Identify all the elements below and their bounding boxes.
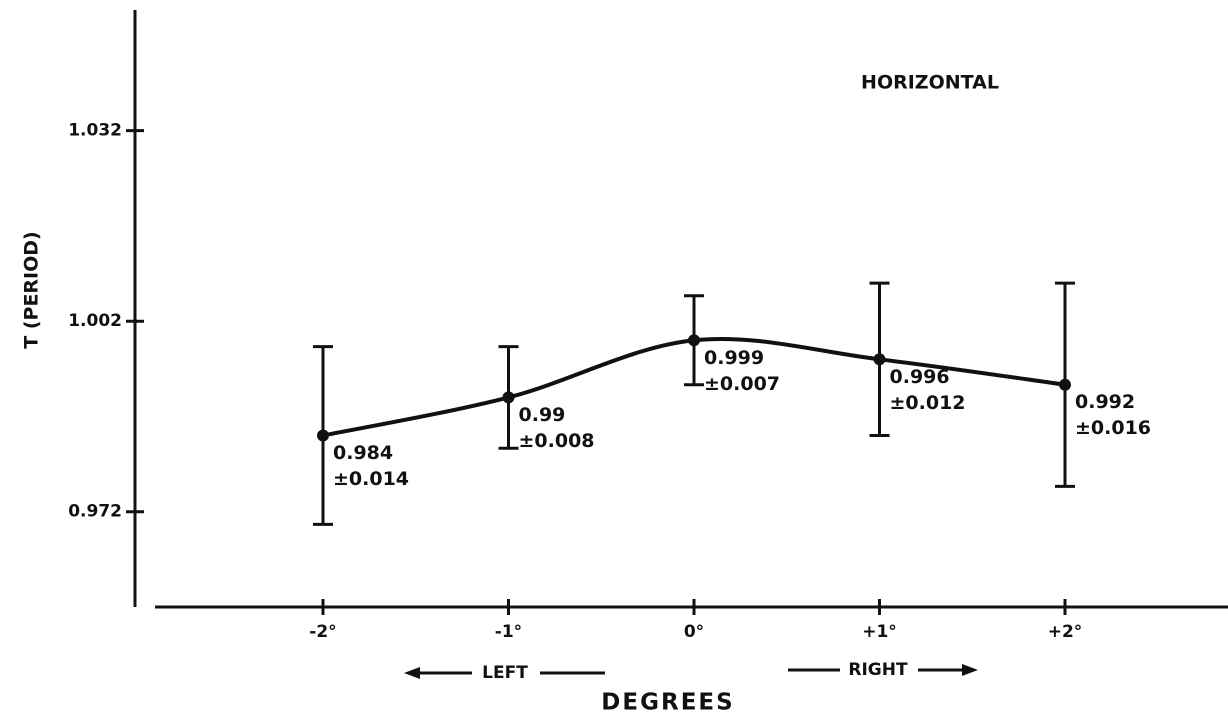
error-label: ±0.012 (890, 392, 966, 414)
arrow-head (404, 667, 420, 679)
value-label: 0.984 (333, 442, 393, 464)
value-label: 0.999 (704, 347, 764, 369)
value-label: 0.992 (1075, 391, 1135, 413)
y-tick-label: 1.032 (68, 121, 122, 141)
annotation: LEFT (482, 663, 528, 683)
error-label: ±0.016 (1075, 417, 1151, 439)
x-tick-label: 0° (684, 622, 704, 642)
annotation: RIGHT (848, 660, 908, 680)
error-label: ±0.014 (333, 468, 409, 490)
y-axis-label: T (PERIOD) (21, 231, 43, 348)
arrow-head (962, 664, 978, 676)
value-label: 0.996 (890, 366, 950, 388)
error-label: ±0.008 (519, 430, 595, 452)
x-tick-label: -1° (495, 622, 522, 642)
chart-title: HORIZONTAL (861, 72, 999, 94)
point (873, 353, 886, 366)
point (317, 429, 329, 442)
point (688, 334, 700, 347)
point (1059, 378, 1071, 391)
y-tick-label: 0.972 (68, 502, 122, 522)
error-label: ±0.007 (704, 373, 780, 395)
x-tick-label: -2° (309, 622, 336, 642)
y-tick-label: 1.002 (68, 311, 122, 331)
x-axis-label: DEGREES (601, 690, 734, 716)
x-tick-label: +2° (1048, 622, 1083, 642)
point (502, 391, 515, 404)
value-label: 0.99 (519, 404, 566, 426)
x-tick-label: +1° (862, 622, 897, 642)
